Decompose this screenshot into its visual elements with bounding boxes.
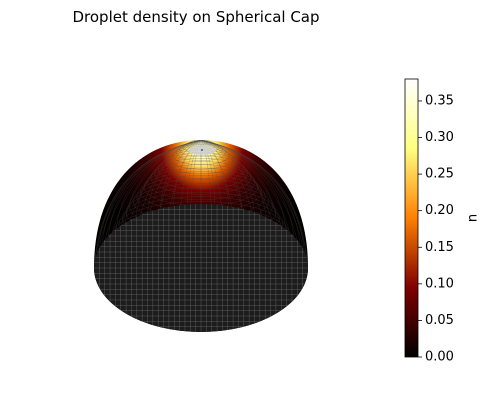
colorbar-tick-label: 0.10: [425, 276, 454, 291]
cap-meridian-line: [186, 140, 202, 205]
cap-meridian-line: [108, 140, 202, 237]
colorbar: 0.00 0.05 0.10 0.15 0.20 0.25 0.30 0.35 n: [404, 78, 481, 365]
cap-meridian-line: [200, 140, 301, 244]
cap-meridian-line: [200, 140, 294, 237]
cap-meridian-line: [115, 140, 202, 230]
cap-meridian-line: [200, 140, 216, 205]
chart-title: Droplet density on Spherical Cap: [72, 8, 320, 26]
colorbar-ticks: 0.00 0.05 0.10 0.15 0.20 0.25 0.30 0.35: [418, 93, 454, 365]
cap-meridian-line: [147, 140, 202, 213]
colorbar-tick-label: 0.30: [425, 130, 454, 145]
cap-meridian-line: [200, 140, 287, 230]
colorbar-tick-label: 0.00: [425, 350, 454, 365]
colorbar-tick-label: 0.15: [425, 240, 454, 255]
cap-meridian-line: [200, 140, 255, 213]
colorbar-label: n: [466, 214, 481, 222]
cap-meridian-line: [135, 140, 202, 218]
colorbar-tick-label: 0.05: [425, 313, 454, 328]
cap-meridian-line: [200, 140, 277, 223]
cap-meridian-line: [200, 140, 308, 260]
base-mesh-lines: [94, 204, 308, 332]
cap-meridian-line: [200, 140, 243, 209]
colorbar-tick-label: 0.20: [425, 203, 454, 218]
cap-meridian-line: [125, 140, 202, 223]
cap-meridian-line: [200, 140, 229, 207]
cap-meridian-line: [173, 140, 202, 207]
colorbar-bar: [404, 78, 419, 358]
apex-dot: [201, 149, 203, 151]
cap-meridian-line: [159, 140, 202, 209]
spherical-cap-surface: [94, 140, 308, 332]
cap-meridian-line: [200, 140, 267, 218]
colorbar-tick-label: 0.35: [425, 93, 454, 108]
colorbar-tick-label: 0.25: [425, 167, 454, 182]
